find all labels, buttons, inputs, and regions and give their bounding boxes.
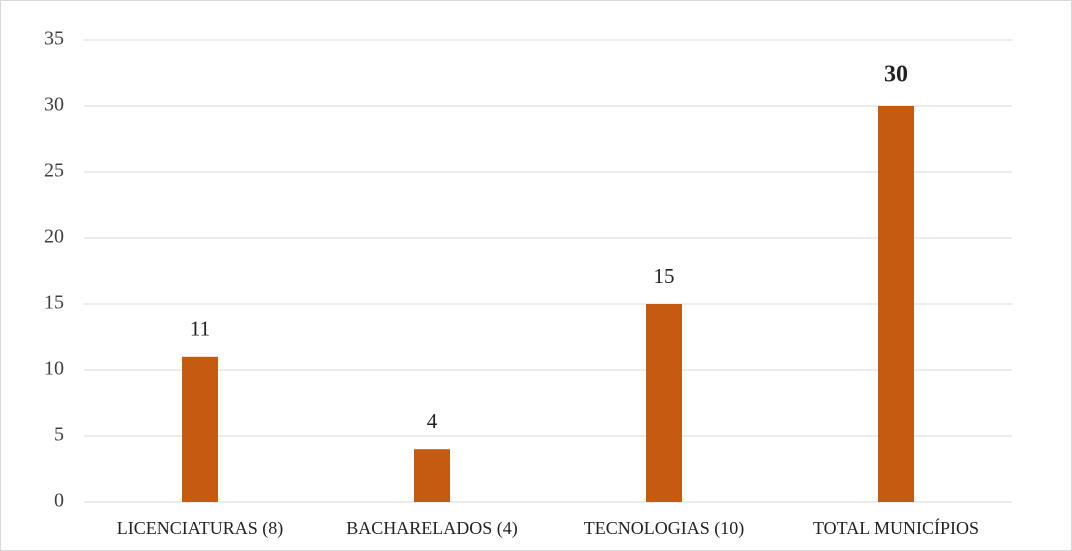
bar <box>878 106 914 502</box>
bar <box>646 304 682 502</box>
data-label: 4 <box>427 409 438 433</box>
bar <box>414 449 450 502</box>
bar <box>182 356 218 502</box>
x-tick-label: TECNOLOGIAS (10) <box>584 518 744 539</box>
y-tick-label: 5 <box>54 424 64 446</box>
data-label: 30 <box>884 62 908 88</box>
y-tick-label: 20 <box>44 226 64 248</box>
x-tick-label: TOTAL MUNICÍPIOS <box>813 517 979 538</box>
y-tick-label: 0 <box>54 490 64 512</box>
y-tick-label: 35 <box>44 28 64 50</box>
x-tick-label: LICENCIATURAS (8) <box>117 518 284 539</box>
y-tick-label: 15 <box>44 292 64 314</box>
x-tick-label: BACHARELADOS (4) <box>346 518 518 539</box>
y-tick-label: 25 <box>44 160 64 182</box>
data-label: 11 <box>190 317 210 341</box>
y-tick-label: 10 <box>44 358 64 380</box>
data-label: 15 <box>654 264 675 288</box>
y-tick-label: 30 <box>44 94 64 116</box>
